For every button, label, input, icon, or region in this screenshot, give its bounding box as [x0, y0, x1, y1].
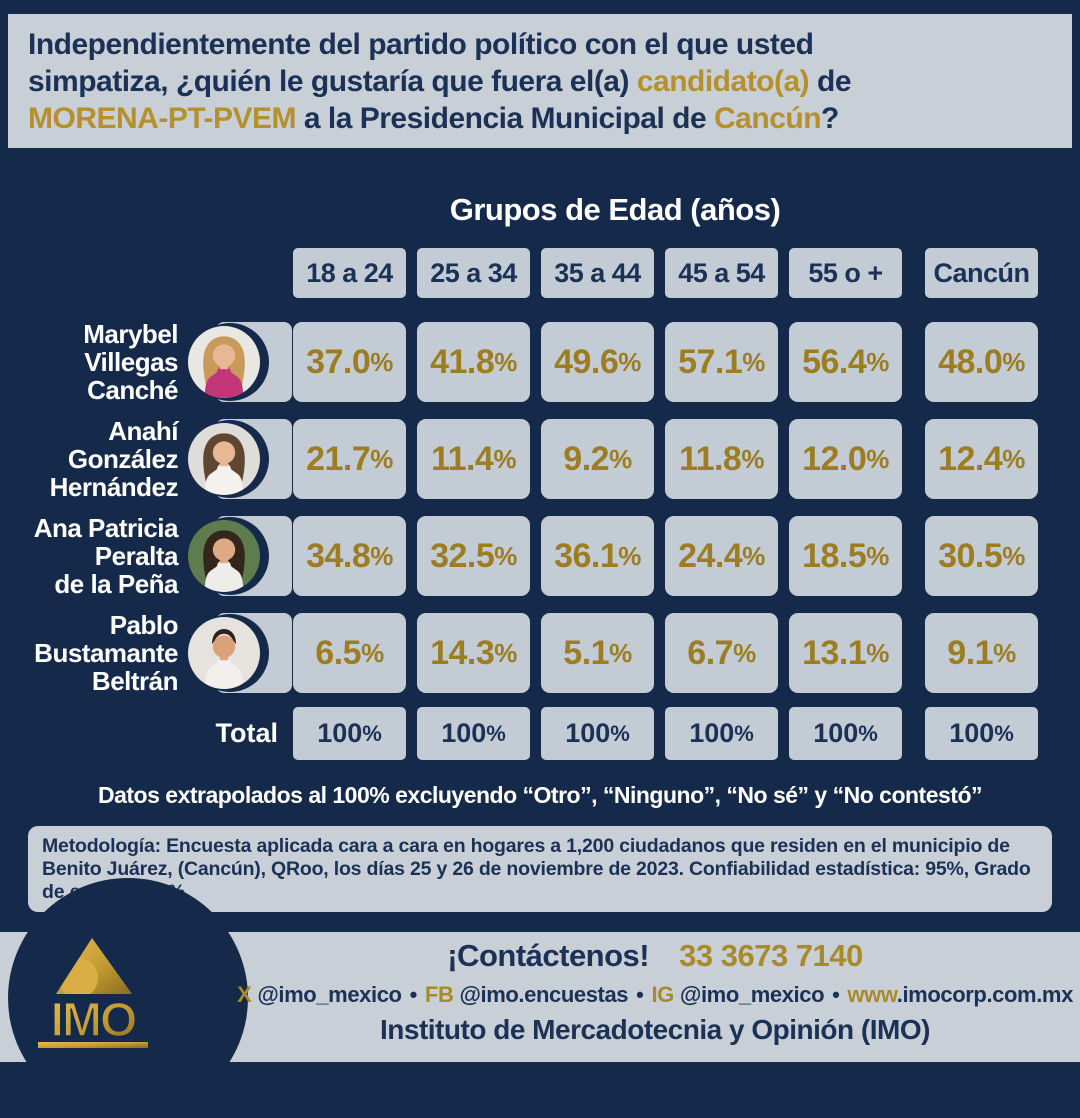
- percent-cell: 6.7%: [665, 613, 778, 693]
- contact-label: ¡Contáctenos!: [447, 938, 650, 973]
- candidate-photo-ana-patricia: [188, 516, 302, 596]
- logo-underline: [38, 1042, 148, 1048]
- logo-sphere: [58, 958, 98, 994]
- ig-icon-label: IG: [651, 982, 674, 1007]
- percent-cell: 13.1%: [789, 613, 902, 693]
- question-gold-morena: MORENA-PT-PVEM: [28, 101, 297, 135]
- candidate-photo-marybel: [188, 322, 302, 402]
- total-label: Total: [215, 718, 279, 748]
- question-line-1: Independientemente del partido político …: [28, 27, 814, 61]
- imo-logo: IMO: [38, 938, 148, 1048]
- x-icon-label: X: [237, 982, 252, 1007]
- avatar-anahi: [188, 423, 260, 495]
- total-cell: 100%: [293, 707, 406, 760]
- age-group-header-55plus: 55 o +: [789, 248, 902, 298]
- percent-cell: 14.3%: [417, 613, 530, 693]
- percent-cell: 49.6%: [541, 322, 654, 402]
- extrapolation-note: Datos extrapolados al 100% excluyendo “O…: [97, 782, 983, 808]
- percent-cell: 56.4%: [789, 322, 902, 402]
- table-title: Grupos de Edad (años): [449, 192, 781, 227]
- bullet-separator: •: [409, 982, 418, 1007]
- poll-infographic: { "colors":{ "navy":"#15294b","navy_text…: [0, 14, 1080, 1062]
- percent-cell: 21.7%: [293, 419, 406, 499]
- percent-cell: 11.4%: [417, 419, 530, 499]
- www-label: www: [847, 982, 897, 1007]
- percent-cell: 30.5%: [925, 516, 1038, 596]
- age-group-header-18-24: 18 a 24: [293, 248, 406, 298]
- percent-cell: 41.8%: [417, 322, 530, 402]
- percent-cell: 12.0%: [789, 419, 902, 499]
- imo-logo-circle: [8, 878, 248, 1118]
- percent-cell: 9.2%: [541, 419, 654, 499]
- phone-number: 33 3673 7140: [679, 938, 863, 973]
- question-gold-candidato: candidato(a): [636, 64, 810, 98]
- candidate-photo-anahi: [188, 419, 302, 499]
- logo-text: IMO: [51, 994, 136, 1047]
- social-handle-x: @imo_mexico: [257, 982, 402, 1007]
- percent-cell: 37.0%: [293, 322, 406, 402]
- social-line: X @imo_mexico • FB @imo.encuestas • IG @imo_mex…: [237, 982, 1073, 1008]
- age-group-header-25-34: 25 a 34: [417, 248, 530, 298]
- age-group-header-35-44: 35 a 44: [541, 248, 654, 298]
- methodology-box: Metodología: Encuesta aplicada cara a ca…: [28, 826, 1052, 913]
- percent-cell: 18.5%: [789, 516, 902, 596]
- footer-text-block: ¡Contáctenos! 33 3673 7140 X @imo_mexico •…: [237, 938, 1073, 1046]
- age-group-header-45-54: 45 a 54: [665, 248, 778, 298]
- candidate-name-anahi: Anahí González Hernández: [49, 415, 179, 503]
- question-line-3: MORENA-PT-PVEM a la Presidencia Municipa…: [28, 101, 839, 135]
- candidate-photo-pablo: [188, 613, 302, 693]
- percent-cell: 6.5%: [293, 613, 406, 693]
- candidate-name-marybel: Marybel Villegas Canché: [83, 318, 178, 406]
- percent-cell: 24.4%: [665, 516, 778, 596]
- percent-cell: 57.1%: [665, 322, 778, 402]
- total-cell: 100%: [665, 707, 778, 760]
- institute-name: Instituto de Mercadotecnia y Opinión (IM…: [380, 1014, 930, 1045]
- avatar-pablo: [188, 617, 260, 689]
- total-cell: 100%: [789, 707, 902, 760]
- question-band: Independientemente del partido político …: [8, 14, 1072, 148]
- total-cell: 100%: [541, 707, 654, 760]
- percent-cell: 34.8%: [293, 516, 406, 596]
- bullet-separator: •: [832, 982, 840, 1007]
- social-handle-ig: @imo_mexico: [679, 982, 825, 1007]
- avatar-ana-patricia: [188, 520, 260, 592]
- social-handle-fb: @imo.encuestas: [459, 982, 629, 1007]
- question-gold-cancun: Cancún: [714, 101, 822, 135]
- question-line-2: simpatiza, ¿quién le gustaría que fuera …: [28, 64, 852, 98]
- candidate-name-pablo: Pablo Bustamante Beltrán: [34, 609, 178, 697]
- website-domain: .imocorp.com.mx: [896, 982, 1074, 1007]
- candidate-name-ana-patricia: Ana Patricia Peralta de la Peña: [33, 512, 179, 600]
- percent-cell: 36.1%: [541, 516, 654, 596]
- avatar-marybel: [188, 326, 260, 398]
- contact-line: ¡Contáctenos! 33 3673 7140: [447, 938, 863, 974]
- bullet-separator: •: [636, 982, 644, 1007]
- age-group-header-cancun: Cancún: [925, 248, 1038, 298]
- percent-cell: 12.4%: [925, 419, 1038, 499]
- percent-cell: 5.1%: [541, 613, 654, 693]
- fb-icon-label: FB: [424, 982, 454, 1007]
- percent-cell: 48.0%: [925, 322, 1038, 402]
- percent-cell: 9.1%: [925, 613, 1038, 693]
- total-cell: 100%: [925, 707, 1038, 760]
- percent-cell: 11.8%: [665, 419, 778, 499]
- percent-cell: 32.5%: [417, 516, 530, 596]
- total-cell: 100%: [417, 707, 530, 760]
